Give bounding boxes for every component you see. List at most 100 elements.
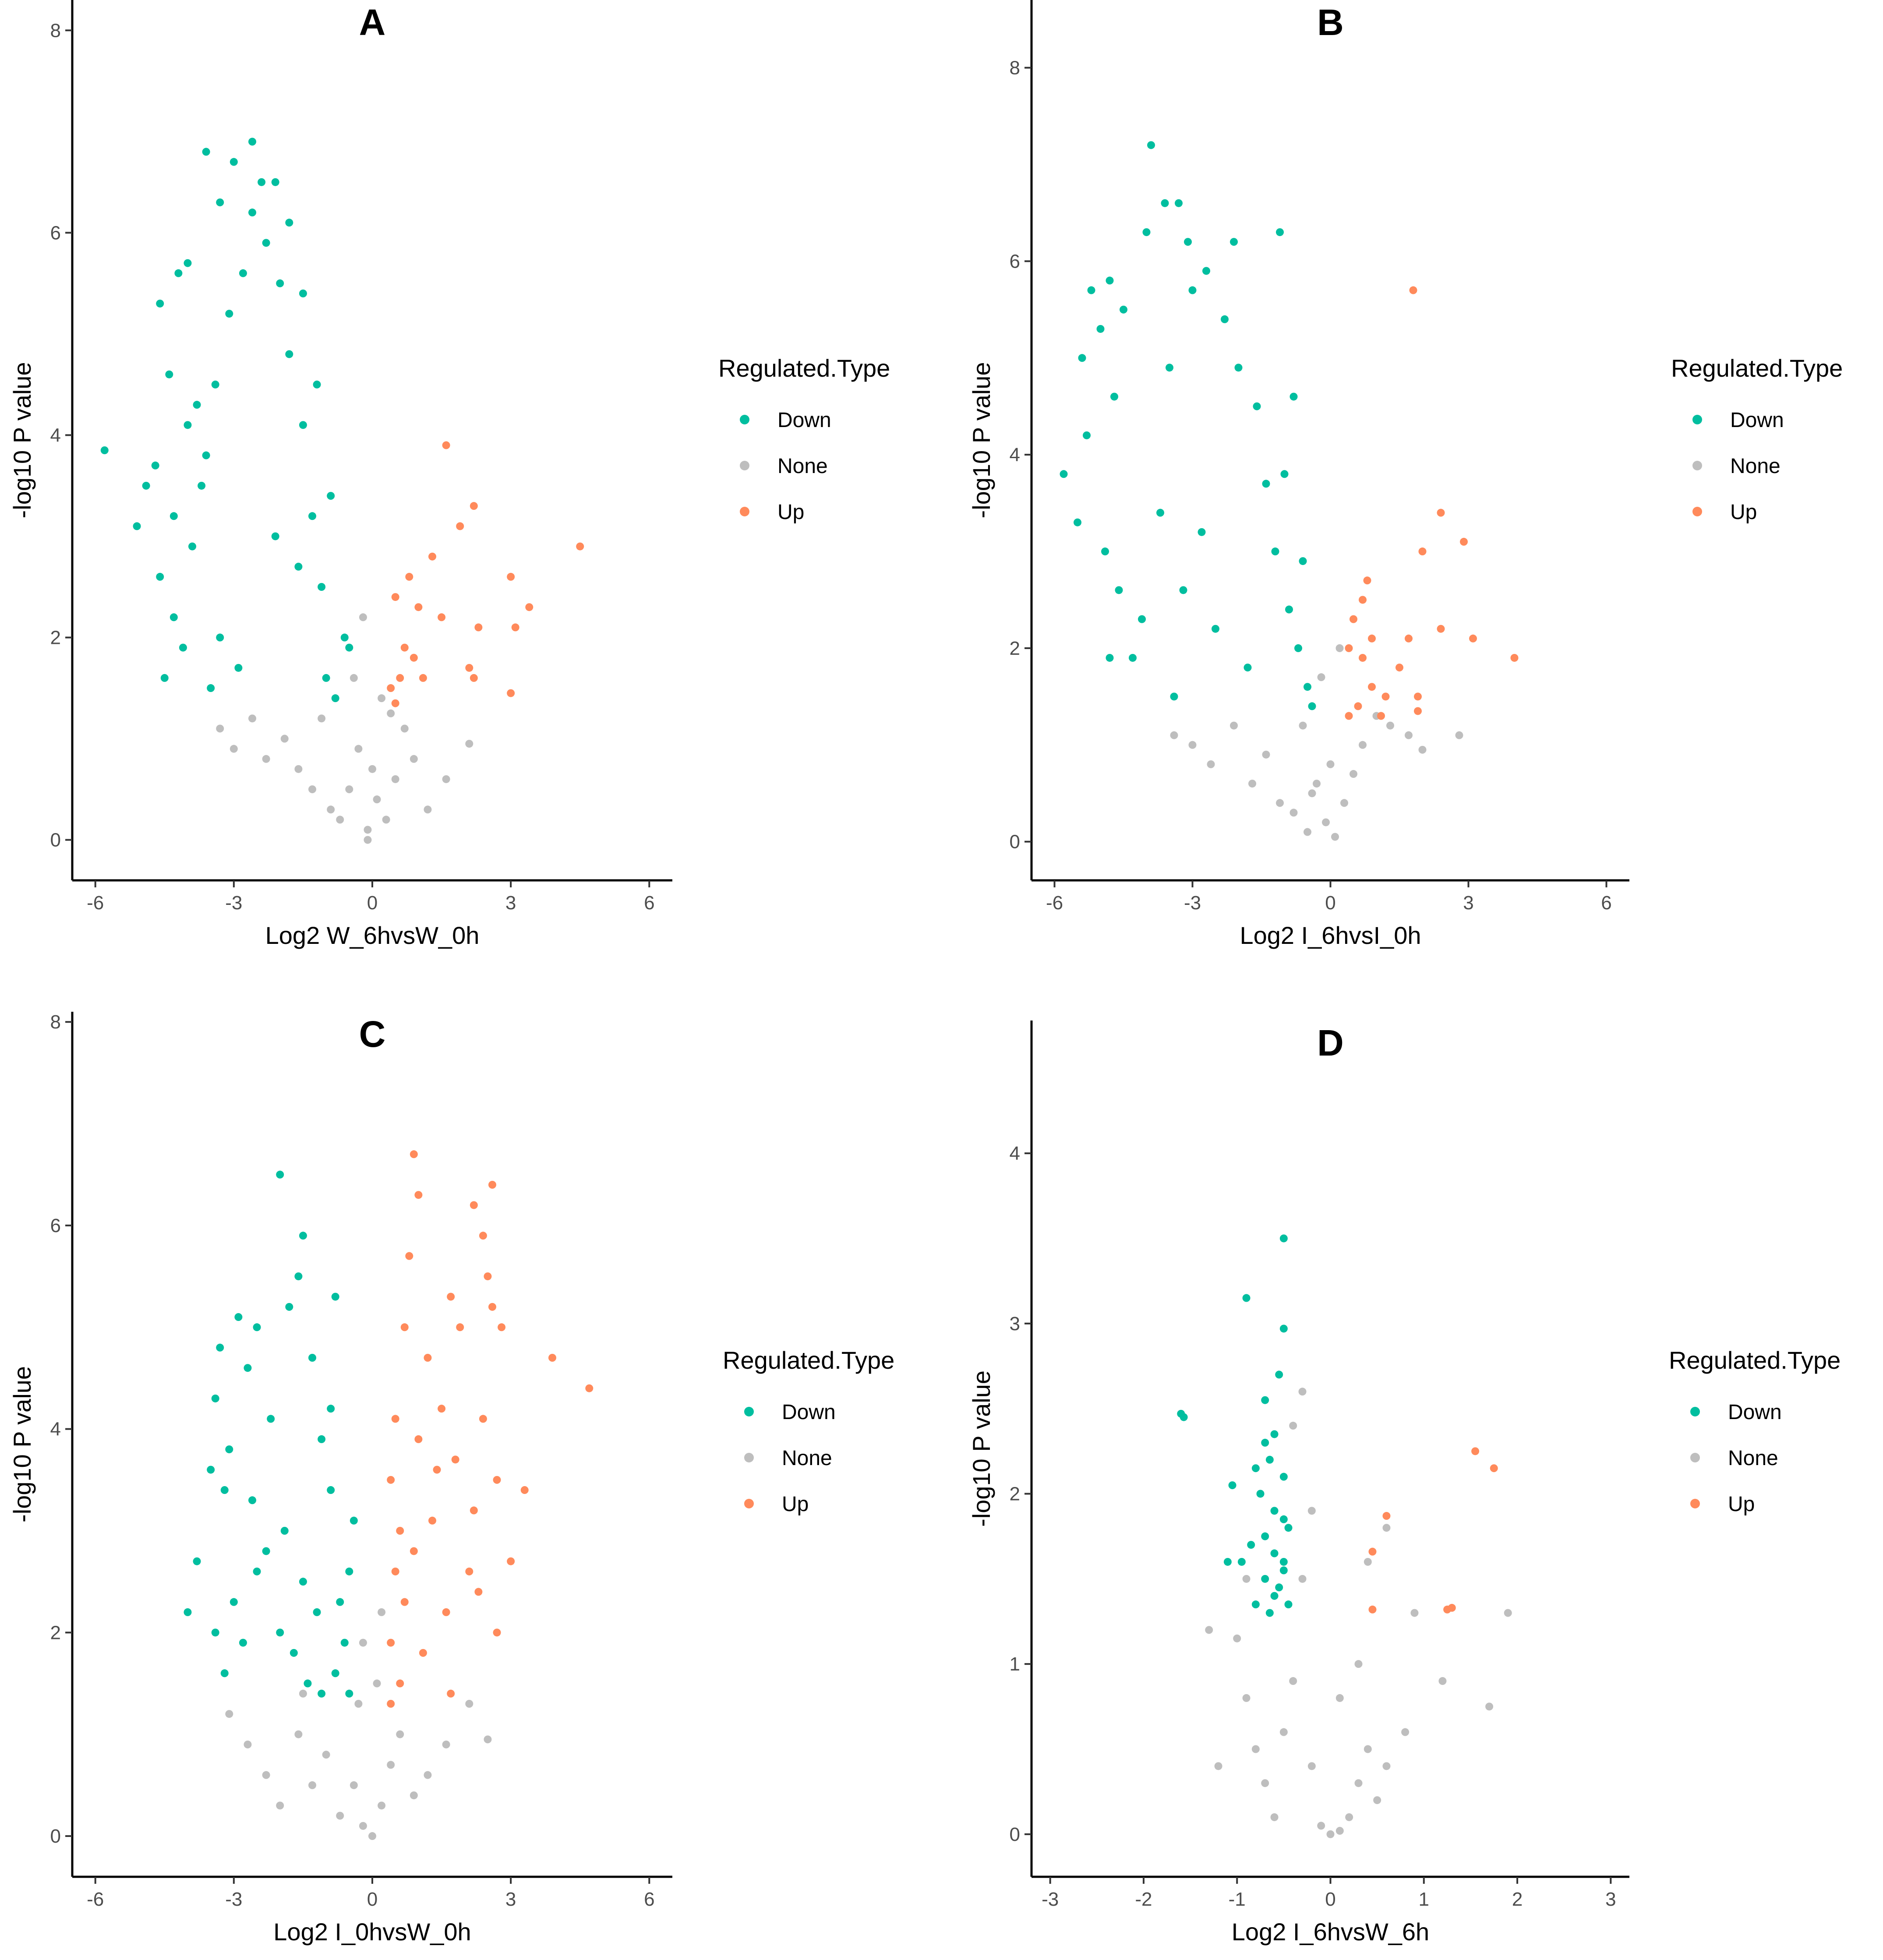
- point-none: [359, 1639, 367, 1647]
- panel-letter: B: [1317, 2, 1344, 43]
- point-up: [410, 653, 418, 662]
- point-none: [1242, 1694, 1251, 1702]
- point-none: [1418, 745, 1427, 754]
- point-down: [294, 1272, 303, 1281]
- point-none: [1308, 789, 1316, 798]
- point-none: [350, 674, 358, 682]
- point-up: [1471, 1447, 1480, 1455]
- point-up: [400, 1598, 409, 1606]
- point-down: [1247, 1541, 1255, 1549]
- point-none: [336, 816, 344, 824]
- point-none: [1317, 1822, 1325, 1830]
- point-down: [336, 1598, 344, 1606]
- point-down: [1253, 402, 1261, 410]
- point-up: [1490, 1464, 1498, 1473]
- point-none: [1340, 799, 1348, 807]
- point-none: [1401, 1728, 1410, 1736]
- point-down: [262, 239, 270, 247]
- x-tick-label: 6: [644, 892, 654, 914]
- point-down: [1223, 1557, 1232, 1566]
- x-tick-label: -3: [1184, 892, 1201, 914]
- point-up: [520, 1486, 529, 1494]
- point-up: [507, 572, 515, 581]
- point-down: [1276, 228, 1284, 237]
- point-up: [1368, 1605, 1377, 1614]
- point-up: [474, 1588, 483, 1596]
- point-down: [1275, 1370, 1283, 1379]
- point-none: [308, 1781, 316, 1789]
- point-down: [1184, 238, 1192, 246]
- point-up: [1469, 634, 1477, 643]
- point-up: [1418, 547, 1427, 556]
- point-down: [1294, 644, 1302, 652]
- point-down: [331, 1669, 339, 1677]
- point-up: [400, 1323, 409, 1331]
- point-down: [1188, 286, 1197, 294]
- point-none: [1289, 809, 1298, 817]
- point-up: [391, 699, 399, 707]
- panel-a: A -6 -3 0 3 6 0 2 4 6 8 Log2 W_6hvsW_0h -log10 P val…: [8, 0, 890, 949]
- y-axis-title: -log10 P value: [8, 362, 36, 519]
- point-down: [225, 1445, 233, 1454]
- point-up: [433, 1466, 441, 1474]
- point-down: [248, 208, 256, 217]
- point-down: [216, 633, 224, 642]
- x-tick-label: 0: [1325, 1889, 1335, 1910]
- point-down: [1289, 392, 1298, 401]
- point-down: [170, 613, 178, 622]
- point-none: [1313, 780, 1321, 788]
- legend-key-down: [1692, 415, 1702, 424]
- point-down: [165, 370, 173, 378]
- point-down: [313, 1608, 321, 1616]
- point-up: [1359, 596, 1367, 604]
- point-none: [378, 1801, 386, 1810]
- point-none: [1322, 818, 1330, 826]
- point-down: [1166, 364, 1173, 372]
- point-up: [1345, 644, 1353, 652]
- point-down: [1120, 305, 1127, 314]
- point-up: [1460, 537, 1468, 546]
- point-none: [1335, 1827, 1344, 1835]
- point-down: [193, 401, 201, 409]
- point-up: [1368, 1547, 1377, 1556]
- point-down: [1234, 364, 1243, 372]
- point-up: [1405, 634, 1413, 643]
- point-none: [336, 1812, 344, 1820]
- y-tick-label: 4: [1010, 444, 1020, 466]
- point-none: [1207, 760, 1215, 768]
- point-up: [1437, 625, 1445, 633]
- y-tick-label: 6: [1010, 251, 1020, 272]
- point-down: [142, 481, 150, 490]
- point-none: [1504, 1609, 1512, 1617]
- legend-title: Regulated.Type: [718, 354, 890, 382]
- point-up: [414, 1191, 423, 1199]
- point-up: [447, 1293, 455, 1301]
- y-tick-label: 1: [1010, 1653, 1020, 1675]
- legend-key-up: [740, 507, 749, 516]
- point-down: [290, 1649, 298, 1657]
- point-up: [438, 613, 446, 622]
- point-up: [1395, 664, 1403, 672]
- point-none: [1205, 1626, 1213, 1634]
- legend-label-down: Down: [1730, 409, 1784, 432]
- point-down: [211, 1394, 219, 1402]
- point-down: [299, 290, 307, 297]
- point-none: [442, 1740, 450, 1748]
- point-none: [350, 1781, 358, 1789]
- point-down: [1087, 286, 1095, 294]
- point-down: [1275, 1583, 1283, 1592]
- point-up: [470, 1201, 478, 1209]
- point-none: [294, 1730, 303, 1738]
- point-down: [1256, 1490, 1265, 1498]
- point-up: [507, 689, 515, 697]
- point-none: [387, 709, 395, 717]
- point-up: [1414, 692, 1422, 701]
- point-none: [1317, 673, 1325, 682]
- point-up: [525, 603, 533, 611]
- point-up: [479, 1415, 487, 1423]
- y-tick-label: 2: [1010, 638, 1020, 659]
- point-none: [1354, 1660, 1363, 1668]
- point-down: [1270, 1549, 1279, 1557]
- point-down: [1251, 1464, 1260, 1473]
- point-down: [1251, 1600, 1260, 1609]
